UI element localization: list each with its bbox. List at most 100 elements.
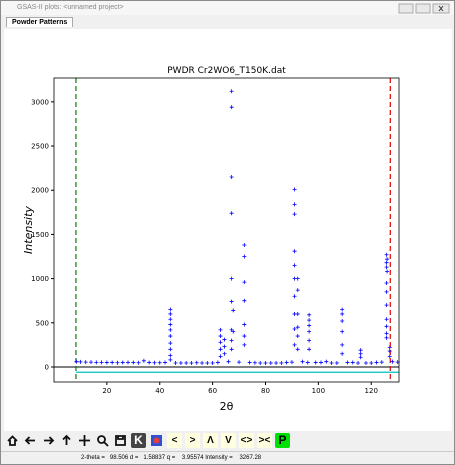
color-button[interactable] (149, 433, 164, 448)
data-point (141, 358, 146, 363)
data-point (258, 361, 263, 365)
data-point (292, 249, 297, 254)
toolbar-button[interactable]: > (185, 432, 200, 448)
axes-frame (53, 77, 400, 383)
toolbar-button[interactable]: Λ (203, 432, 218, 448)
toolbar-button[interactable]: >< (257, 432, 272, 448)
up-button[interactable] (59, 433, 74, 448)
pan-button[interactable] (77, 433, 92, 448)
data-point (384, 324, 389, 329)
data-point (229, 276, 234, 281)
x-axis-label: 2θ (220, 400, 234, 413)
status-text: 2-theta = 98.506 d = 1.58837 q = 3.95574… (81, 455, 262, 461)
data-point (295, 334, 300, 339)
back-button[interactable] (23, 433, 38, 448)
data-point (229, 347, 234, 352)
data-point (168, 311, 173, 316)
data-point (157, 360, 162, 365)
data-point (295, 325, 300, 330)
data-point (387, 345, 392, 350)
y-tick-label: 3000 (31, 98, 49, 106)
data-point (242, 298, 247, 303)
maximize-button[interactable] (415, 3, 431, 14)
data-point (168, 327, 173, 332)
data-point (104, 360, 109, 365)
data-point (340, 342, 345, 347)
data-point (242, 322, 247, 327)
data-point (385, 269, 390, 274)
data-point (292, 263, 297, 268)
data-point (168, 317, 173, 322)
window-buttons (398, 3, 450, 14)
tab[interactable]: Powder Patterns (6, 17, 74, 27)
data-point (229, 299, 234, 304)
data-point (295, 288, 300, 293)
data-point (384, 335, 389, 340)
data-point (242, 334, 247, 339)
toolbar-button[interactable]: K (131, 432, 146, 448)
data-point (305, 360, 310, 365)
data-point (74, 359, 79, 364)
data-point (329, 361, 334, 365)
title-bar: GSAS-II plots: <unnamed project> (1, 1, 454, 15)
minimize-button[interactable] (398, 3, 414, 14)
data-point (115, 360, 120, 365)
data-point (222, 337, 227, 342)
data-point (384, 252, 389, 257)
data-point (263, 361, 268, 365)
data-point (226, 359, 231, 364)
save-button[interactable] (113, 433, 128, 448)
data-point (205, 361, 210, 365)
data-point (222, 344, 227, 349)
data-point (356, 361, 361, 365)
data-point (218, 334, 223, 339)
data-point (319, 360, 324, 365)
color-icon (151, 434, 162, 446)
toolbar-button[interactable]: < (167, 432, 182, 448)
x-tick-label: 40 (155, 387, 164, 395)
data-point (168, 347, 173, 352)
data-point (369, 361, 374, 365)
data-point (313, 360, 318, 365)
y-tick-label: 2000 (31, 187, 49, 195)
data-point (307, 347, 312, 352)
forward-button[interactable] (41, 433, 56, 448)
home-button[interactable] (5, 433, 20, 448)
data-point (200, 361, 205, 365)
data-point (363, 361, 368, 365)
toolbar-button[interactable]: V (221, 432, 236, 448)
data-point (215, 360, 220, 365)
up-button-icon (62, 434, 71, 445)
data-point (168, 322, 173, 327)
data-point (387, 349, 392, 354)
data-point (384, 260, 389, 265)
data-point (292, 212, 297, 217)
data-point (307, 338, 312, 343)
x-tick-label: 100 (312, 387, 325, 395)
zoom-button[interactable] (95, 433, 110, 448)
data-point (350, 360, 355, 365)
data-point (374, 360, 379, 365)
toolbar-button[interactable]: <> (239, 432, 254, 448)
close-icon (438, 5, 444, 12)
data-point (237, 360, 242, 365)
data-point (242, 280, 247, 285)
data-point (384, 289, 389, 294)
x-tick-label: 60 (208, 387, 217, 395)
data-point (120, 360, 125, 365)
data-point (252, 360, 257, 365)
data-point (324, 359, 329, 364)
data-point (218, 340, 223, 345)
data-point (307, 329, 312, 334)
data-point (89, 360, 94, 365)
data-point (229, 105, 234, 110)
data-point (387, 354, 392, 359)
toolbar-button[interactable]: P (275, 432, 290, 448)
data-point (358, 348, 363, 353)
data-point (379, 360, 384, 365)
plot: PWDR Cr2WO6_T150K.dat 2θ Intensity 20 40 60 80… (4, 29, 452, 431)
data-point (136, 360, 141, 365)
data-point (295, 347, 300, 352)
x-tick-label: 120 (365, 387, 378, 395)
